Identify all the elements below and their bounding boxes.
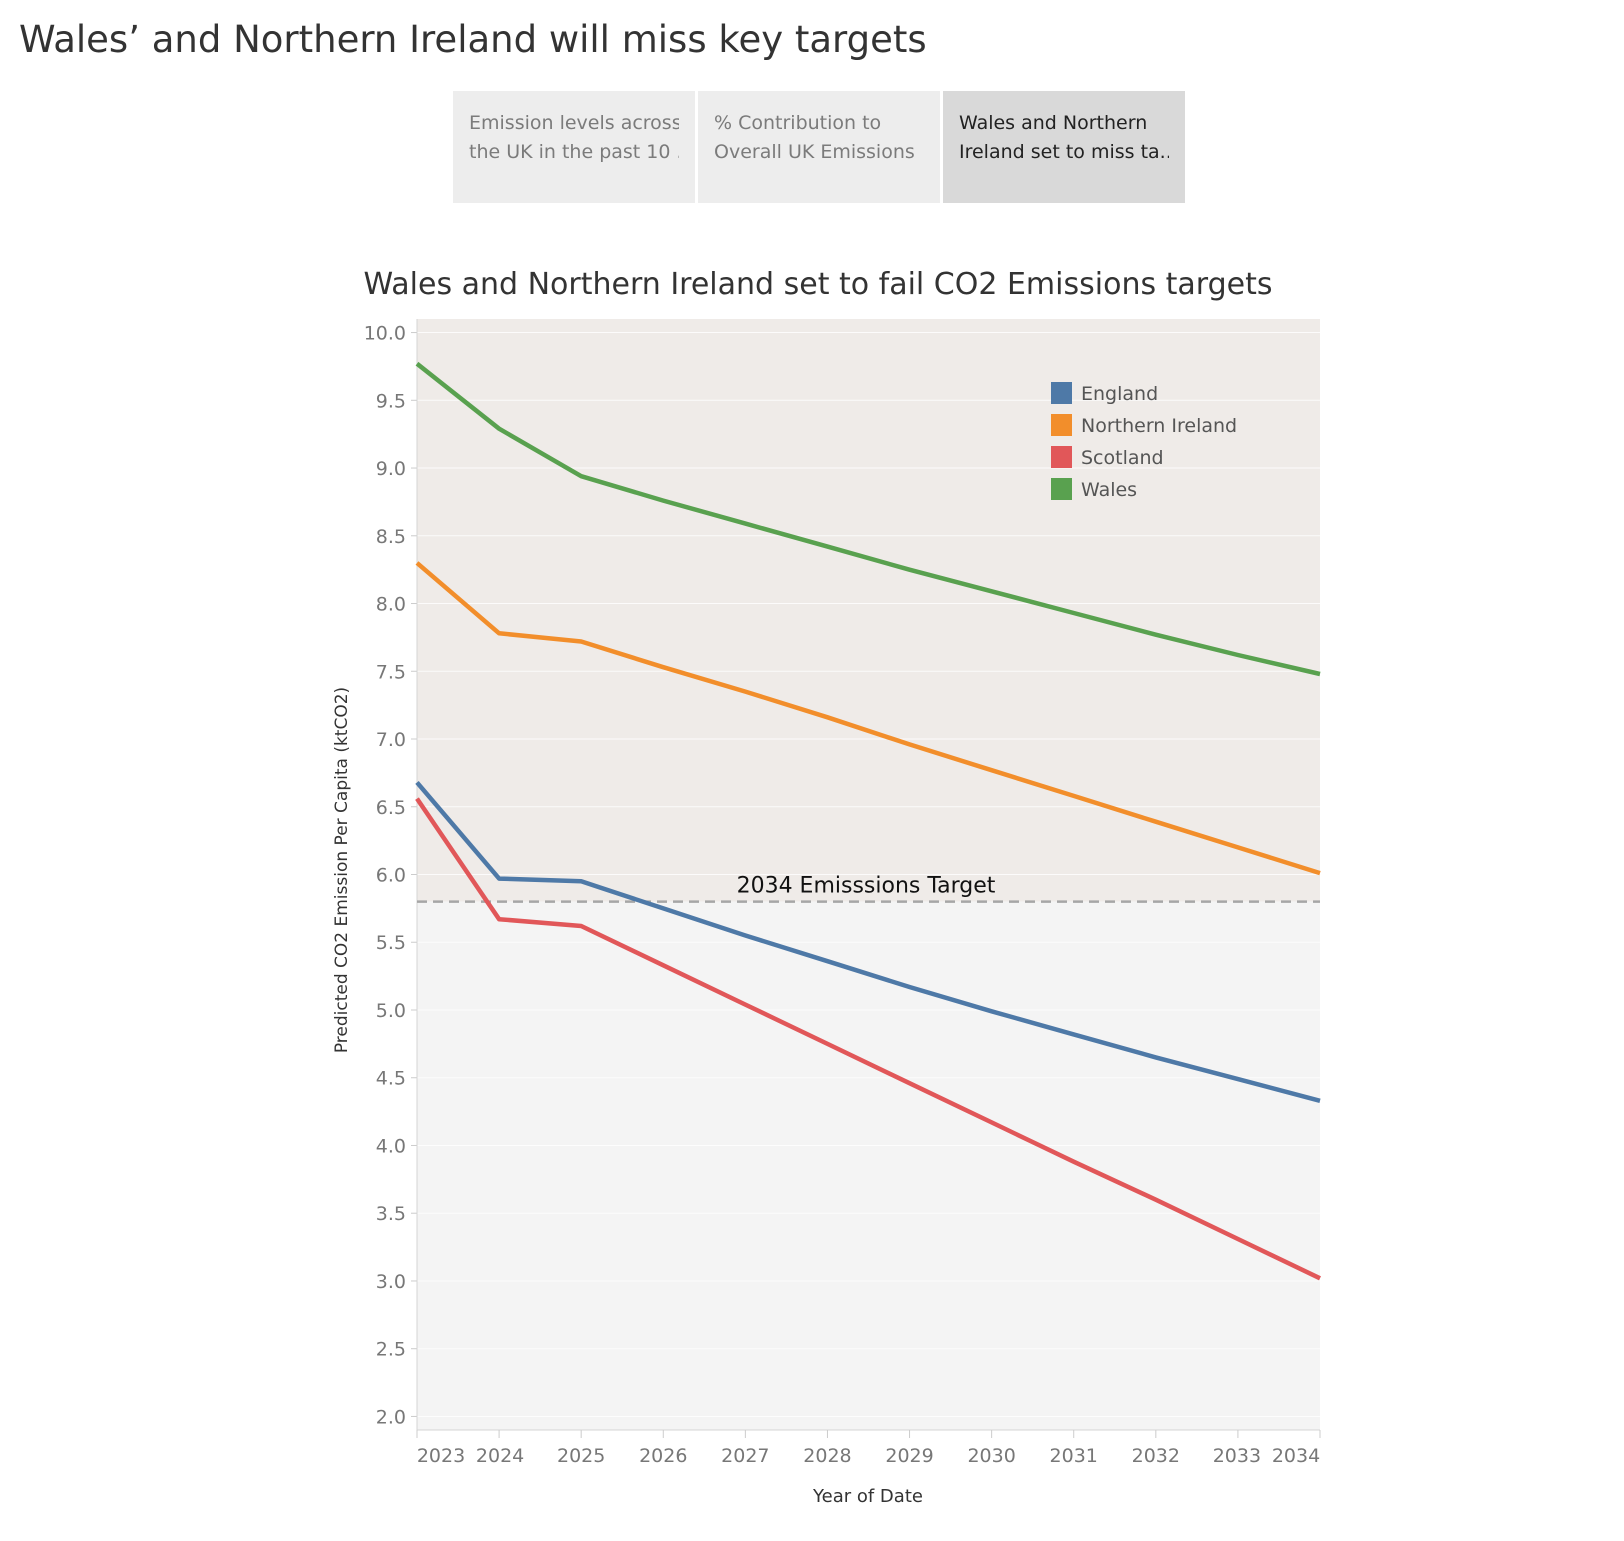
series-line-scotland — [415, 797, 1321, 1281]
legend-label: England — [1081, 383, 1158, 405]
band-above-target — [417, 319, 1320, 902]
y-tick-label: 8.0 — [376, 594, 406, 616]
x-tick-label: 2028 — [803, 1445, 851, 1467]
story-tabs: Emission levels across the UK in the pas… — [453, 91, 1188, 203]
x-tick-label: 2032 — [1132, 1445, 1180, 1467]
x-tick-label: 2023 — [417, 1445, 465, 1467]
y-tick-label: 5.5 — [376, 932, 406, 954]
legend-swatch — [1051, 414, 1072, 436]
y-tick-label: 3.5 — [376, 1203, 406, 1225]
x-tick-label: 2034 — [1272, 1445, 1320, 1467]
series-line-wales — [415, 361, 1321, 677]
tab-label-line2: Ireland set to miss ta.. — [959, 141, 1169, 163]
y-tick-label: 4.0 — [376, 1135, 406, 1157]
y-tick-label: 9.5 — [376, 390, 406, 412]
y-tick-label: 3.0 — [376, 1271, 406, 1293]
band-below-target — [417, 901, 1320, 1430]
y-tick-label: 2.5 — [376, 1339, 406, 1361]
series-line-northern-ireland — [415, 561, 1321, 876]
x-tick-label: 2024 — [476, 1445, 524, 1467]
legend-swatch — [1051, 446, 1072, 468]
y-tick-label: 7.0 — [376, 729, 406, 751]
tab-contribution[interactable]: % Contribution to Overall UK Emissions — [698, 91, 940, 203]
x-tick-label: 2030 — [967, 1445, 1015, 1467]
tab-label-line2: the UK in the past 10 .. — [469, 141, 679, 163]
legend-swatch — [1051, 478, 1072, 500]
legend-label: Wales — [1081, 479, 1137, 501]
y-tick-label: 9.0 — [376, 458, 406, 480]
tab-label-line1: % Contribution to — [714, 112, 882, 134]
x-axis-label: Year of Date — [812, 1486, 923, 1507]
tab-label-line2: Overall UK Emissions — [714, 141, 915, 163]
y-tick-label: 7.5 — [376, 661, 406, 683]
y-tick-label: 2.0 — [376, 1406, 406, 1428]
y-tick-label: 10.0 — [364, 323, 406, 345]
dashboard-title: Wales’ and Northern Ireland will miss ke… — [19, 18, 927, 61]
y-tick-label: 5.0 — [376, 1000, 406, 1022]
tab-label-line1: Emission levels across — [469, 112, 679, 134]
tab-emission-levels[interactable]: Emission levels across the UK in the pas… — [453, 91, 695, 203]
target-reference-label: 2034 Emisssions Target — [737, 874, 996, 899]
y-tick-label: 6.0 — [376, 865, 406, 887]
y-tick-label: 6.5 — [376, 797, 406, 819]
x-tick-label: 2033 — [1213, 1445, 1261, 1467]
x-tick-label: 2031 — [1050, 1445, 1098, 1467]
series-line-england — [415, 780, 1321, 1103]
chart-title: Wales and Northern Ireland set to fail C… — [364, 267, 1273, 302]
legend-label: Scotland — [1081, 447, 1164, 469]
y-tick-label: 8.5 — [376, 526, 406, 548]
x-tick-label: 2029 — [885, 1445, 933, 1467]
x-tick-label: 2027 — [721, 1445, 769, 1467]
tab-wales-ni-targets[interactable]: Wales and Northern Ireland set to miss t… — [943, 91, 1185, 203]
y-tick-label: 4.5 — [376, 1068, 406, 1090]
y-axis-label: Predicted CO2 Emission Per Capita (ktCO2… — [332, 687, 352, 1053]
legend-swatch — [1051, 382, 1072, 404]
tab-label-line1: Wales and Northern — [959, 112, 1148, 134]
legend-label: Northern Ireland — [1081, 415, 1237, 437]
plot-area: 2.0 2.5 3.0 3.5 4.0 4.5 5.0 5.5 6.0 6.5 7.0 7.5 8.0 8… — [364, 319, 1321, 1467]
x-tick-label: 2026 — [639, 1445, 687, 1467]
x-tick-label: 2025 — [557, 1445, 605, 1467]
